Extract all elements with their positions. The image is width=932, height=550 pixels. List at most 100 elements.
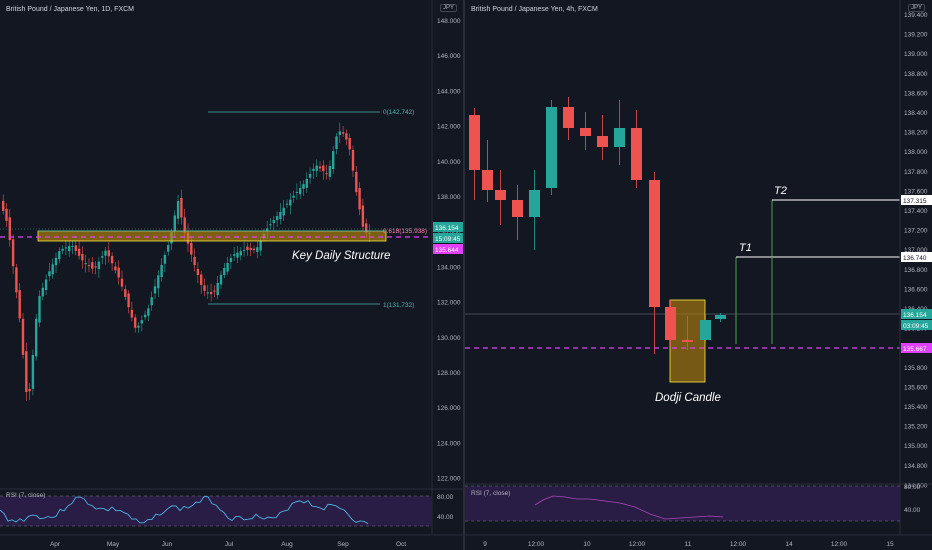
time-tick: 10	[583, 541, 591, 548]
candle-body	[124, 289, 127, 297]
candle-body	[31, 355, 35, 389]
candle-body	[117, 267, 120, 278]
candle-body	[209, 292, 213, 295]
price-tick: 134.800	[904, 463, 928, 470]
candle-body	[299, 188, 302, 195]
price-tick: 135.600	[904, 384, 928, 391]
t1-label: T1	[739, 242, 752, 254]
t2-tag: 137.315	[903, 198, 927, 205]
candle-body	[41, 287, 44, 297]
candle-body	[176, 201, 180, 219]
candle-body	[5, 208, 8, 221]
candle-body	[18, 290, 21, 319]
candle-body	[361, 205, 365, 227]
daily-chart-pane[interactable]: 0(142.742) 0.618(135.938) 1(131.732) Key…	[0, 0, 463, 550]
candle-body	[110, 255, 114, 264]
candle-body	[279, 211, 282, 220]
four-hour-chart[interactable]: T1 T2 Dodji Candle 139.400 139.200 139.000…	[465, 0, 932, 550]
four-hour-chart-pane[interactable]: T1 T2 Dodji Candle 139.400 139.200 139.000…	[465, 0, 932, 550]
candle-body	[295, 191, 299, 194]
price-tick: 138.200	[904, 130, 928, 137]
time-tick: 12:00	[528, 541, 545, 548]
rsi-line	[0, 496, 369, 524]
price-tick: 137.400	[904, 208, 928, 215]
candle-body	[94, 266, 97, 268]
rsi-tick-40: 40.00	[437, 514, 454, 521]
candle-body	[147, 308, 150, 316]
candle-body	[318, 166, 322, 169]
price-tick: 136.800	[904, 267, 928, 274]
candle-body	[239, 251, 242, 256]
countdown-tag: 03:09:45	[903, 323, 929, 330]
candle-body	[282, 207, 285, 216]
price-tick: 138.400	[904, 110, 928, 117]
t2-tag-bg	[901, 195, 932, 205]
chart-title: British Pound / Japanese Yen, 1D, FXCM	[6, 6, 135, 13]
candle-body	[328, 166, 332, 177]
price-tick: 137.800	[904, 169, 928, 176]
rsi-tick-80: 80.00	[904, 484, 921, 491]
candle-body	[104, 250, 107, 256]
candle-body	[305, 179, 308, 188]
candle-body	[77, 248, 81, 256]
candle-body	[114, 266, 117, 271]
time-tick: May	[107, 541, 120, 548]
candle-body	[469, 115, 480, 170]
countdown-tag-bg	[901, 320, 932, 330]
candle-body	[563, 107, 574, 128]
price-tag-bg	[433, 222, 463, 232]
candle-body	[64, 247, 68, 249]
candle-body	[107, 250, 110, 257]
candle-body	[233, 254, 236, 256]
rsi-label: RSI (7, close)	[471, 490, 511, 497]
candle-body	[614, 128, 625, 147]
candle-body	[51, 264, 54, 275]
time-tick: Oct	[396, 541, 406, 548]
countdown-tag-bg	[433, 233, 463, 243]
candle-body	[256, 247, 259, 252]
candle-body	[173, 215, 176, 232]
candle-body	[68, 246, 71, 252]
candle-body	[269, 224, 272, 226]
time-tick: 14	[785, 541, 793, 548]
candle-body	[272, 220, 275, 224]
t1-tag: 136.740	[903, 255, 927, 262]
candle-body	[48, 271, 51, 277]
magenta-tag-bg	[901, 343, 932, 353]
candle-body	[355, 171, 358, 193]
candle-body	[101, 256, 104, 258]
price-tick: 139.000	[904, 51, 928, 58]
price-tag: 136.154	[903, 312, 927, 319]
rsi-tick-80: 80.00	[437, 494, 454, 501]
candle-body	[242, 250, 246, 251]
currency-label[interactable]: JPY	[908, 4, 926, 12]
candle-body	[665, 307, 676, 340]
time-tick: 9	[483, 541, 487, 548]
price-tick: 139.200	[904, 32, 928, 39]
price-tick: 137.200	[904, 228, 928, 235]
candle-body	[580, 128, 591, 136]
candle-body	[134, 317, 137, 328]
candle-body	[345, 133, 348, 140]
currency-label[interactable]: JPY	[440, 4, 458, 12]
price-tick: 139.400	[904, 12, 928, 19]
candle-body	[275, 216, 279, 221]
candle-body	[81, 253, 84, 261]
candle-body	[252, 248, 256, 250]
candle-body	[322, 165, 325, 172]
candle-body	[153, 286, 157, 294]
price-tick: 135.200	[904, 424, 928, 431]
price-tick: 126.000	[437, 405, 461, 412]
price-tick: 138.000	[437, 194, 461, 201]
time-tick: 12:00	[629, 541, 646, 548]
price-tag-bg	[901, 309, 932, 319]
candle-body	[266, 228, 269, 232]
candle-body	[28, 388, 31, 392]
candle-body	[482, 170, 493, 190]
rsi-tick-40: 40.00	[904, 507, 921, 514]
price-tick: 144.000	[437, 88, 461, 95]
time-tick: Sep	[337, 541, 349, 548]
pane-splitter[interactable]	[463, 0, 465, 550]
daily-chart[interactable]: 0(142.742) 0.618(135.938) 1(131.732) Key…	[0, 0, 463, 550]
price-tick: 142.000	[437, 124, 461, 131]
